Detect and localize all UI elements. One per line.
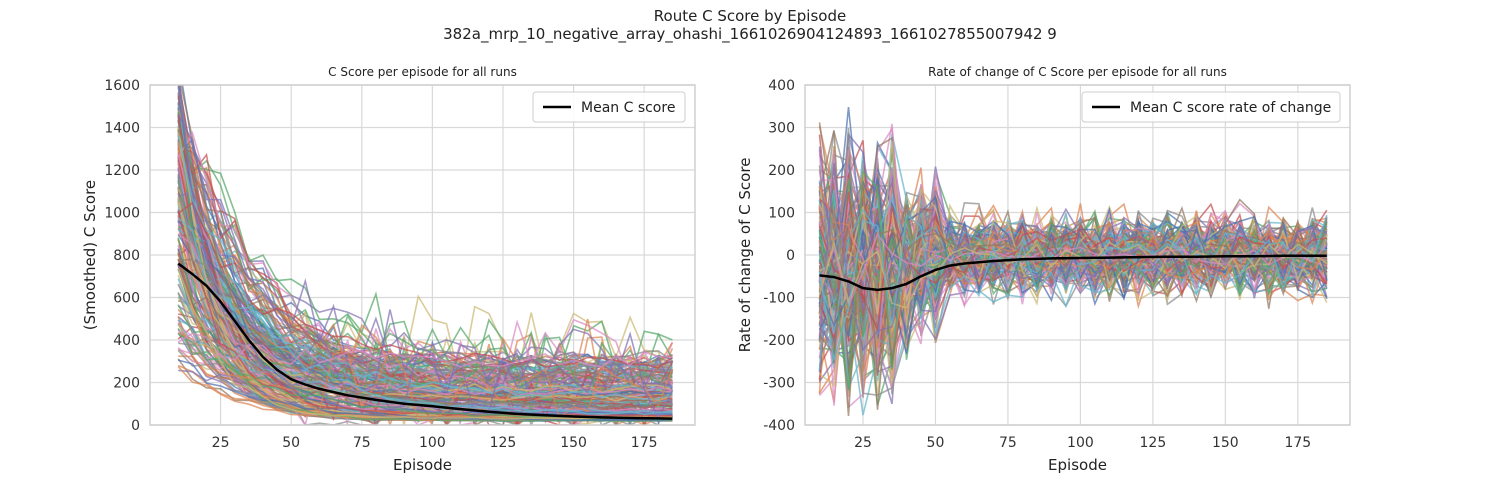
run-line [177, 220, 673, 416]
run-line [177, 127, 673, 402]
y-tick-label: 100 [768, 206, 795, 222]
run-lines [177, 85, 674, 425]
run-line [178, 85, 674, 420]
axes-frame [804, 84, 1351, 426]
y-tick-label: 1200 [104, 163, 140, 179]
run-line [177, 217, 673, 400]
run-line [818, 206, 1327, 333]
x-tick-label: 25 [212, 435, 230, 451]
run-line [818, 122, 1327, 417]
x-tick-label: 175 [1284, 435, 1311, 451]
panel-c-score: 25 50 75 100 125 150 175 0 200 400 600 800 1000 1200 1… [81, 65, 696, 474]
run-line [178, 234, 673, 382]
x-tick-label: 150 [560, 435, 587, 451]
x-tick-label: 75 [353, 435, 371, 451]
y-tick-label: 300 [768, 121, 795, 137]
legend: Mean C score rate of change [1081, 91, 1341, 123]
legend-label: Mean C score [581, 100, 675, 116]
y-tick-label: 400 [113, 333, 140, 349]
run-line [177, 154, 673, 412]
x-tick-label: 100 [419, 435, 446, 451]
legend-label: Mean C score rate of change [1130, 100, 1331, 116]
x-tick-label: 75 [999, 435, 1017, 451]
mean-line [819, 254, 1327, 292]
x-tick-label: 175 [631, 435, 658, 451]
run-line [818, 240, 1328, 309]
x-tick-label: 100 [1067, 435, 1094, 451]
y-tick-label: 1600 [104, 78, 140, 94]
x-tick-label: 50 [927, 435, 945, 451]
x-axis-label: Episode [393, 456, 452, 474]
figure-suptitle: Route C Score by Episode [654, 7, 846, 25]
legend-box [532, 91, 686, 123]
run-line [177, 193, 673, 368]
run-line [818, 179, 1328, 377]
panel-rate-of-change: 25 50 75 100 125 150 175 -400 -300 -200 -100 0 100 20… [736, 65, 1351, 474]
x-tick-label: 50 [282, 435, 300, 451]
run-line [177, 332, 673, 368]
y-axis-label: (Smoothed) C Score [81, 180, 99, 330]
y-tick-label: 1000 [104, 206, 140, 222]
y-tick-label: -100 [763, 291, 795, 307]
run-line [818, 202, 1328, 329]
y-tick-label: -400 [763, 418, 795, 434]
run-line [177, 113, 674, 396]
run-line [177, 190, 674, 417]
x-tick-label: 150 [1212, 435, 1239, 451]
panel-title: Rate of change of C Score per episode fo… [928, 65, 1227, 79]
y-tick-label: 600 [113, 291, 140, 307]
x-tick-label: 125 [490, 435, 517, 451]
run-lines [818, 107, 1328, 417]
y-tick-label: 200 [113, 376, 140, 392]
y-tick-label: 0 [131, 418, 140, 434]
panel-title: C Score per episode for all runs [328, 65, 517, 79]
mean-line [177, 262, 673, 420]
y-tick-label: 400 [768, 78, 795, 94]
run-line [177, 135, 673, 416]
x-tick-label: 125 [1140, 435, 1167, 451]
legend: Mean C score [532, 91, 686, 123]
y-axis-label: Rate of change of C Score [736, 158, 754, 353]
figure-subtitle: 382a_mrp_10_negative_array_ohashi_166102… [443, 25, 1057, 44]
run-line [818, 163, 1328, 352]
x-axis-label: Episode [1048, 456, 1107, 474]
y-tick-label: -300 [763, 376, 795, 392]
y-tick-label: 200 [768, 163, 795, 179]
legend-box [1081, 91, 1341, 123]
run-line [818, 213, 1328, 361]
y-tick-label: 0 [786, 248, 795, 264]
run-line [818, 233, 1328, 308]
axes-frame [149, 84, 696, 426]
x-tick-label: 25 [854, 435, 872, 451]
y-tick-label: -200 [763, 333, 795, 349]
y-tick-label: 1400 [104, 121, 140, 137]
run-line [177, 173, 673, 408]
y-tick-label: 800 [113, 248, 140, 264]
